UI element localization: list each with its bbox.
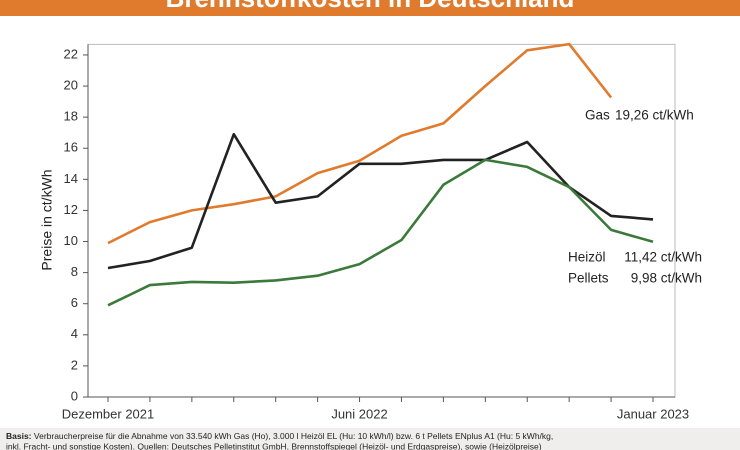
value-label: 11,42 ct/kWh [624,250,702,265]
series-line [107,158,654,307]
title-banner [0,0,740,16]
x-tick-label: Juni 2022 [331,406,387,421]
y-tick-label: 2 [71,357,78,372]
note-label: Basis: [6,431,32,441]
series-name: Heizöl [568,250,606,265]
value-label: 9,98 ct/kWh [631,271,702,286]
series-line [107,42,613,245]
y-tick-label: 22 [64,46,78,61]
note-text: Verbraucherpreise für die Abnahme von 33… [34,431,553,441]
note-text-2: inkl. Fracht- und sonstige Kosten). Quel… [6,441,542,450]
series-line [107,132,654,270]
note-background [0,428,740,450]
series-name: Pellets [568,271,609,286]
value-label: 19,26 ct/kWh [615,108,694,123]
x-tick-label: Dezember 2021 [62,406,155,421]
y-tick-label: 12 [64,202,78,217]
x-tick-label: Januar 2023 [617,406,689,421]
y-tick-label: 0 [71,388,78,403]
note: Basis: Verbraucherpreise für die Abnahme… [6,431,553,441]
y-tick-label: 4 [71,326,78,341]
y-tick-label: 14 [64,171,78,186]
y-tick-label: 18 [64,109,78,124]
y-tick-label: 16 [64,140,78,155]
y-tick-label: 6 [71,295,78,310]
chart-title: Brennstoffkosten in Deutschland [166,0,575,13]
series-name: Gas [585,108,610,123]
y-axis-label: Preise in ct/kWh [39,169,55,270]
y-tick-label: 10 [64,233,78,248]
y-tick-label: 8 [71,264,78,279]
y-tick-label: 20 [64,77,78,92]
